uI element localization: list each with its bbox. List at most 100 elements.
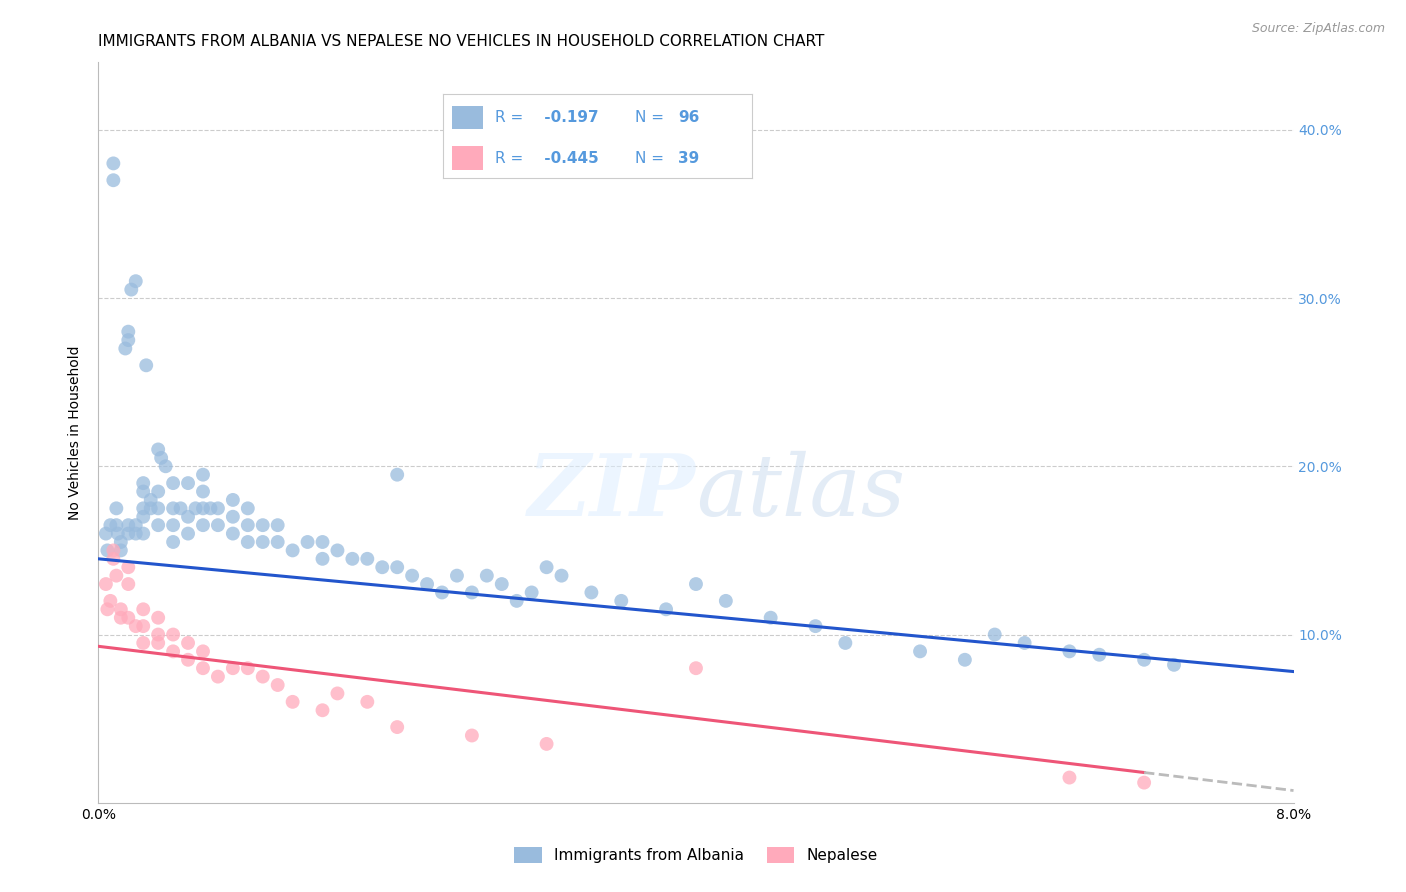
Point	[96, 543, 118, 558]
Point	[117, 610, 139, 624]
Point	[267, 518, 290, 533]
Point	[520, 585, 543, 599]
Point	[162, 476, 184, 491]
Point	[311, 535, 333, 549]
Point	[177, 509, 200, 524]
Point	[132, 501, 155, 516]
Point	[155, 459, 177, 474]
Point	[125, 526, 148, 541]
Point	[581, 585, 603, 599]
Legend: Immigrants from Albania, Nepalese: Immigrants from Albania, Nepalese	[508, 841, 884, 869]
FancyBboxPatch shape	[453, 146, 484, 169]
Y-axis label: No Vehicles in Household: No Vehicles in Household	[69, 345, 83, 520]
Point	[267, 535, 290, 549]
Point	[103, 173, 125, 187]
Point	[139, 492, 162, 507]
Point	[103, 551, 125, 566]
Point	[222, 509, 245, 524]
Text: atlas: atlas	[696, 450, 905, 533]
Point	[1163, 657, 1185, 672]
Point	[125, 518, 148, 533]
Point	[148, 636, 170, 650]
Point	[655, 602, 678, 616]
Point	[385, 720, 409, 734]
Point	[117, 560, 139, 574]
Point	[162, 518, 184, 533]
Point	[191, 501, 214, 516]
Point	[685, 661, 707, 675]
Point	[610, 594, 633, 608]
Point	[110, 535, 132, 549]
Point	[416, 577, 439, 591]
Point	[162, 644, 184, 658]
Text: Source: ZipAtlas.com: Source: ZipAtlas.com	[1251, 22, 1385, 36]
Point	[132, 476, 155, 491]
Point	[326, 543, 349, 558]
Point	[117, 518, 139, 533]
Point	[297, 535, 319, 549]
Point	[132, 484, 155, 499]
Point	[132, 526, 155, 541]
Point	[110, 602, 132, 616]
Text: 39: 39	[678, 151, 699, 166]
Point	[491, 577, 513, 591]
Text: 96: 96	[678, 110, 699, 125]
Point	[281, 543, 304, 558]
Text: ZIP: ZIP	[529, 450, 696, 533]
Point	[125, 274, 148, 288]
FancyBboxPatch shape	[453, 105, 484, 129]
Point	[550, 568, 572, 582]
Point	[252, 518, 274, 533]
Point	[461, 729, 484, 743]
Point	[385, 560, 409, 574]
Point	[1133, 653, 1156, 667]
Point	[177, 653, 200, 667]
Point	[191, 661, 214, 675]
Point	[105, 501, 128, 516]
Point	[1088, 648, 1111, 662]
Point	[148, 501, 170, 516]
Point	[252, 670, 274, 684]
Point	[953, 653, 976, 667]
Point	[475, 568, 498, 582]
Point	[401, 568, 423, 582]
Point	[908, 644, 931, 658]
Point	[139, 501, 162, 516]
Point	[252, 535, 274, 549]
Point	[281, 695, 304, 709]
Point	[1059, 644, 1081, 658]
Point	[94, 526, 117, 541]
Text: -0.445: -0.445	[538, 151, 599, 166]
Point	[222, 526, 245, 541]
Point	[714, 594, 737, 608]
Point	[191, 467, 214, 482]
Point	[148, 518, 170, 533]
Point	[105, 568, 128, 582]
Point	[132, 602, 155, 616]
Point	[148, 484, 170, 499]
Point	[506, 594, 529, 608]
Point	[685, 577, 707, 591]
Point	[236, 661, 259, 675]
Point	[117, 333, 139, 347]
Point	[222, 661, 245, 675]
Point	[98, 594, 122, 608]
Point	[191, 484, 214, 499]
Point	[103, 543, 125, 558]
Point	[200, 501, 222, 516]
Point	[110, 543, 132, 558]
Point	[446, 568, 468, 582]
Point	[1133, 775, 1156, 789]
Text: -0.197: -0.197	[538, 110, 599, 125]
Text: IMMIGRANTS FROM ALBANIA VS NEPALESE NO VEHICLES IN HOUSEHOLD CORRELATION CHART: IMMIGRANTS FROM ALBANIA VS NEPALESE NO V…	[98, 34, 825, 49]
Text: N =: N =	[634, 151, 668, 166]
Point	[834, 636, 856, 650]
Point	[135, 359, 157, 373]
Point	[105, 518, 128, 533]
Point	[536, 737, 558, 751]
Point	[311, 703, 333, 717]
Point	[177, 526, 200, 541]
Text: N =: N =	[634, 110, 668, 125]
Point	[148, 627, 170, 641]
Point	[117, 526, 139, 541]
